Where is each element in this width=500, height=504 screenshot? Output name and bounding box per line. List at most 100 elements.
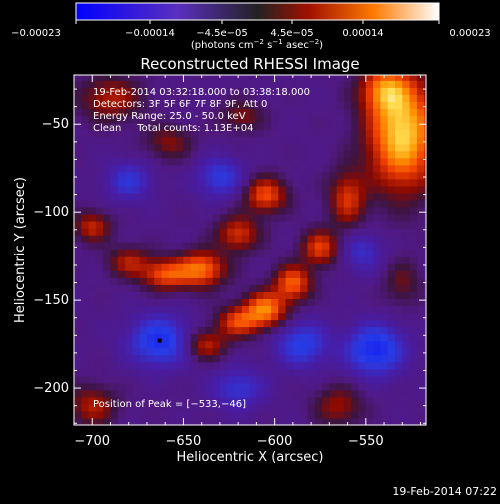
heatmap-cell (88, 242, 97, 250)
heatmap-cell (314, 213, 323, 222)
heatmap-cell (205, 417, 214, 426)
heatmap-cell (110, 305, 119, 314)
heatmap-cell (88, 157, 97, 166)
heatmap-cell (387, 298, 396, 307)
heatmap-cell (351, 242, 360, 250)
heatmap-cell (278, 220, 287, 229)
heatmap-cell (176, 354, 185, 363)
heatmap-cell (219, 80, 228, 88)
heatmap-cell (343, 157, 352, 166)
heatmap-cell (300, 326, 309, 335)
heatmap-cell (394, 122, 403, 131)
heatmap-cell (125, 242, 133, 250)
heatmap-cell (139, 199, 148, 208)
heatmap-cell (88, 235, 97, 243)
heatmap-cell (125, 256, 133, 264)
heatmap-cell (219, 157, 228, 166)
heatmap-cell (424, 354, 427, 363)
heatmap-cell (380, 368, 389, 377)
heatmap-cell (270, 199, 279, 208)
heatmap-cell (183, 277, 192, 285)
heatmap-cell (81, 298, 90, 307)
heatmap-cell (416, 185, 425, 194)
heatmap-cell (270, 115, 279, 124)
heatmap-cell (154, 213, 163, 222)
heatmap-cell (380, 199, 389, 208)
heatmap-cell (416, 319, 425, 328)
heatmap-cell (132, 115, 141, 124)
heatmap-cell (343, 291, 352, 299)
heatmap-cell (292, 136, 301, 145)
heatmap-cell (227, 115, 236, 124)
heatmap-cell (219, 228, 228, 236)
heatmap-cell (394, 143, 403, 152)
heatmap-cell (95, 115, 104, 124)
heatmap-cell (424, 396, 427, 405)
heatmap-cell (168, 164, 177, 173)
heatmap-cell (154, 319, 163, 328)
heatmap-cell (373, 403, 382, 412)
heatmap-cell (103, 263, 112, 271)
heatmap-cell (132, 256, 141, 264)
heatmap-cell (394, 171, 403, 180)
heatmap-cell (161, 150, 170, 159)
heatmap-cell (234, 129, 243, 138)
heatmap-cell (110, 361, 119, 370)
heatmap-cell (278, 192, 287, 201)
heatmap-cell (402, 256, 411, 264)
heatmap-cell (241, 263, 250, 271)
heatmap-cell (394, 340, 403, 349)
heatmap-cell (307, 354, 316, 363)
heatmap-cell (234, 192, 243, 201)
heatmap-cell (205, 228, 214, 236)
heatmap-cell (176, 143, 185, 152)
heatmap-cell (125, 136, 133, 145)
heatmap-cell (146, 199, 155, 208)
heatmap-cell (198, 101, 206, 110)
heatmap-cell (212, 213, 221, 222)
heatmap-cell (409, 235, 418, 243)
heatmap-cell (81, 185, 90, 194)
heatmap-cell (351, 382, 360, 391)
heatmap-cell (351, 340, 360, 349)
heatmap-cell (125, 277, 133, 285)
heatmap-cell (343, 389, 352, 398)
heatmap-cell (307, 101, 316, 110)
heatmap-cell (132, 312, 141, 321)
heatmap-cell (322, 291, 330, 299)
heatmap-cell (168, 417, 177, 426)
heatmap-cell (176, 417, 185, 426)
heatmap-cell (234, 80, 243, 88)
heatmap-cell (387, 347, 396, 356)
heatmap-cell (154, 136, 163, 145)
heatmap-cell (161, 340, 170, 349)
heatmap-cell (125, 108, 133, 117)
heatmap-cell (343, 220, 352, 229)
heatmap-cell (219, 178, 228, 187)
heatmap-cell (343, 375, 352, 384)
heatmap-cell (402, 129, 411, 138)
heatmap-cell (373, 417, 382, 426)
heatmap-cell (387, 235, 396, 243)
heatmap-cell (110, 256, 119, 264)
heatmap-cell (241, 291, 250, 299)
heatmap-cell (329, 382, 338, 391)
heatmap-cell (351, 256, 360, 264)
heatmap-cell (365, 115, 374, 124)
heatmap-cell (336, 242, 345, 250)
heatmap-cell (402, 101, 411, 110)
heatmap-cell (292, 122, 301, 131)
heatmap-cell (183, 410, 192, 419)
heatmap-cell (424, 220, 427, 229)
heatmap-cell (424, 101, 427, 110)
heatmap-cell (110, 312, 119, 321)
heatmap-cell (292, 101, 301, 110)
heatmap-cell (227, 291, 236, 299)
heatmap-cell (270, 235, 279, 243)
heatmap-cell (329, 417, 338, 426)
heatmap-cell (125, 164, 133, 173)
heatmap-cell (300, 115, 309, 124)
heatmap-cell (394, 178, 403, 187)
heatmap-cell (409, 199, 418, 208)
heatmap-cell (278, 382, 287, 391)
